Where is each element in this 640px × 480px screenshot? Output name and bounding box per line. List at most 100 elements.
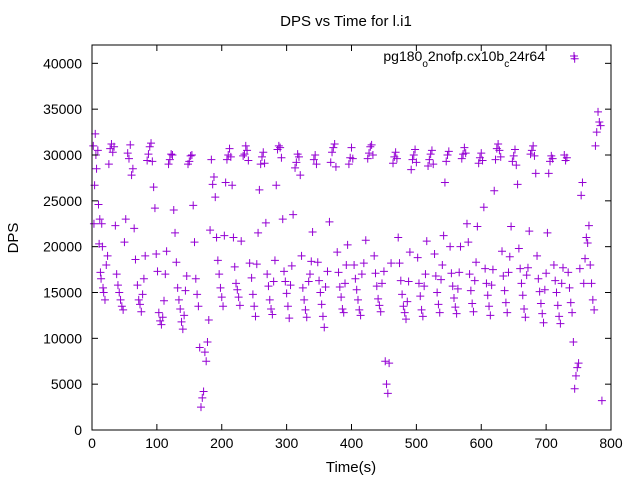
data-point	[144, 150, 153, 159]
y-tick-label: 10000	[43, 330, 82, 346]
data-point	[488, 265, 497, 274]
data-point	[254, 228, 263, 237]
data-point	[588, 295, 597, 304]
data-point	[540, 285, 549, 294]
data-point	[367, 140, 376, 149]
data-point	[228, 181, 237, 190]
data-point	[263, 270, 272, 279]
data-point	[161, 270, 170, 279]
data-point	[133, 281, 142, 290]
data-point	[571, 371, 580, 380]
data-point	[548, 154, 557, 163]
data-point	[141, 251, 150, 260]
data-point	[525, 227, 534, 236]
data-point	[220, 231, 229, 240]
data-point	[347, 143, 356, 152]
data-point	[536, 299, 545, 308]
data-point	[296, 171, 305, 180]
data-point	[292, 158, 301, 167]
data-point	[136, 300, 145, 309]
data-point	[452, 309, 461, 318]
data-point	[147, 139, 156, 148]
data-point	[552, 288, 561, 297]
data-point	[250, 302, 259, 311]
data-point	[96, 268, 105, 277]
data-point	[300, 295, 309, 304]
data-point	[473, 222, 482, 231]
data-point	[422, 237, 431, 246]
x-tick-label: 100	[145, 435, 169, 451]
data-point	[460, 143, 469, 152]
data-point	[305, 270, 314, 279]
data-point	[457, 154, 466, 163]
data-point	[389, 159, 398, 168]
data-point	[124, 154, 133, 163]
data-point	[318, 312, 327, 321]
data-point	[413, 253, 422, 262]
data-point	[152, 250, 161, 258]
data-point	[219, 302, 228, 311]
data-point	[355, 305, 364, 314]
data-point	[361, 236, 370, 245]
data-point	[387, 259, 396, 268]
data-point	[103, 251, 112, 260]
data-point	[522, 271, 531, 280]
x-tick-label: 400	[340, 435, 364, 451]
data-point	[304, 277, 313, 286]
data-point	[301, 305, 310, 314]
data-point	[543, 228, 552, 237]
data-point	[334, 268, 343, 277]
data-point	[594, 107, 603, 116]
data-point	[353, 295, 362, 304]
data-point	[108, 148, 117, 157]
data-point	[375, 301, 384, 310]
data-point	[158, 313, 167, 322]
data-point	[512, 161, 521, 170]
data-point	[435, 308, 444, 317]
data-point	[211, 193, 220, 202]
data-point	[352, 285, 361, 294]
data-point	[573, 363, 582, 372]
data-point	[442, 157, 451, 166]
data-point	[584, 221, 593, 230]
data-point	[409, 151, 418, 159]
data-point	[416, 292, 425, 301]
data-point	[234, 293, 243, 302]
data-point	[592, 128, 601, 137]
data-point	[407, 165, 416, 174]
data-point	[507, 222, 516, 231]
data-point	[104, 160, 113, 169]
x-tick-label: 500	[405, 435, 429, 451]
data-point	[173, 283, 182, 292]
y-axis-title: DPS	[5, 223, 22, 254]
data-point	[269, 277, 278, 286]
data-point	[176, 305, 185, 313]
data-point	[434, 300, 443, 309]
data-point	[509, 151, 518, 160]
data-point	[99, 283, 108, 292]
data-point	[587, 279, 596, 288]
data-point	[209, 173, 218, 181]
data-point	[283, 302, 292, 311]
data-point	[381, 357, 390, 366]
data-point	[265, 295, 274, 304]
data-point	[317, 300, 326, 309]
data-point	[500, 286, 509, 295]
data-point	[241, 141, 250, 150]
data-point	[469, 307, 478, 316]
y-tick-label: 35000	[43, 101, 82, 117]
data-point	[558, 263, 567, 272]
data-point	[252, 260, 261, 269]
y-tick-label: 20000	[43, 239, 82, 255]
x-tick-label: 600	[470, 435, 494, 451]
data-point	[516, 264, 525, 273]
data-point	[479, 203, 488, 212]
data-point	[526, 150, 535, 159]
data-point	[400, 308, 409, 317]
data-point	[160, 296, 169, 305]
data-point	[411, 145, 420, 154]
data-point	[341, 279, 350, 288]
data-point	[531, 169, 540, 178]
data-point	[248, 290, 257, 299]
data-point	[581, 254, 590, 263]
